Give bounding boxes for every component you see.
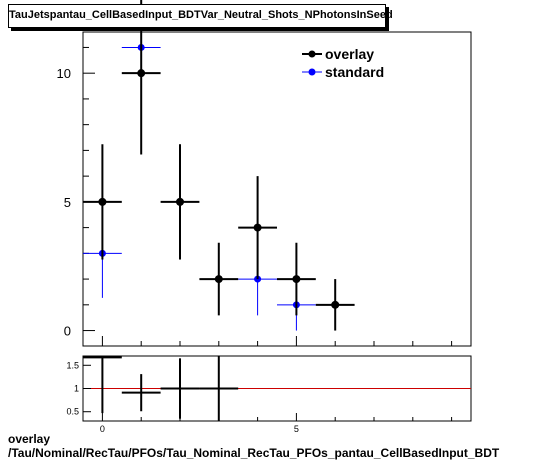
title-box: TauJetspantau_CellBasedInput_BDTVar_Neut… <box>8 4 393 28</box>
overlay-point <box>176 197 184 206</box>
ratio-y-tick-label: 0.5 <box>66 407 79 417</box>
footer-line-2: /Tau/Nominal/RecTau/PFOs/Tau_Nominal_Rec… <box>8 446 500 460</box>
overlay-point <box>137 69 146 78</box>
ratio-x-tick-label: 0 <box>100 424 105 434</box>
footer-line-1: overlay <box>8 432 51 446</box>
legend-label: overlay <box>325 46 374 62</box>
y-tick-label: 0 <box>64 324 71 339</box>
overlay-point <box>214 275 223 284</box>
y-tick-label: 5 <box>64 195 71 210</box>
overlay-point <box>253 223 262 232</box>
main-frame <box>82 31 472 347</box>
overlay-point <box>98 197 107 206</box>
overlay-point <box>331 300 340 309</box>
y-tick-label: 10 <box>57 66 71 81</box>
legend-marker-dot <box>308 50 316 58</box>
ratio-y-tick-label: 1 <box>74 384 79 394</box>
legend-marker-dot <box>308 68 316 76</box>
ratio-y-tick-label: 1.5 <box>66 360 79 370</box>
ratio-x-tick-label: 5 <box>294 424 299 434</box>
plot-title: TauJetspantau_CellBasedInput_BDTVar_Neut… <box>9 9 393 21</box>
legend-label: standard <box>325 64 384 80</box>
overlay-point <box>292 275 301 284</box>
